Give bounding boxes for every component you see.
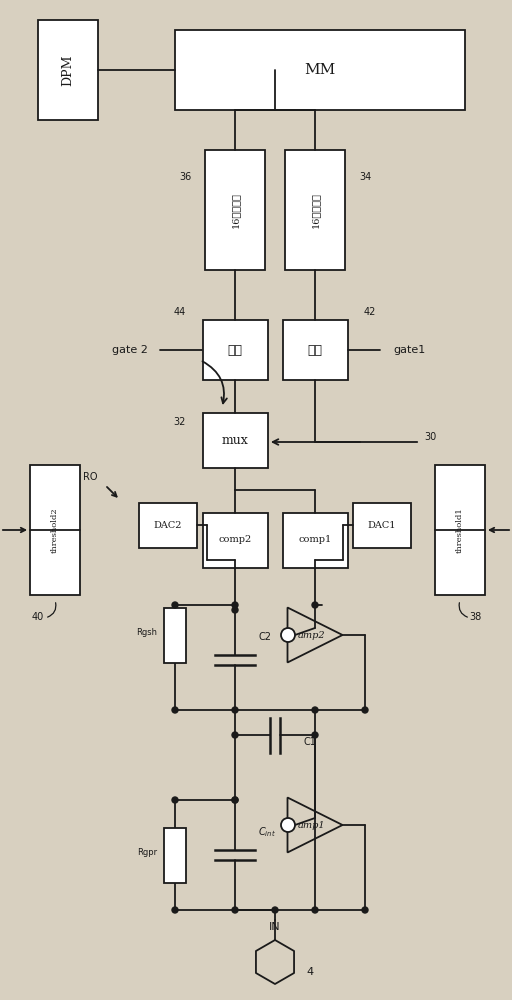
FancyBboxPatch shape — [205, 150, 265, 270]
Text: Rgpr: Rgpr — [137, 848, 157, 857]
Circle shape — [281, 818, 295, 832]
Circle shape — [172, 602, 178, 608]
Text: threshold2: threshold2 — [51, 507, 59, 553]
Bar — [164, 828, 186, 882]
Text: C1: C1 — [304, 737, 316, 747]
Bar — [164, 607, 186, 662]
Text: $C_{int}$: $C_{int}$ — [258, 825, 276, 839]
Text: 16位计数器: 16位计数器 — [310, 192, 319, 228]
Text: threshold1: threshold1 — [456, 507, 464, 553]
Text: amp2: amp2 — [297, 631, 325, 640]
Text: DAC2: DAC2 — [154, 520, 182, 530]
FancyBboxPatch shape — [283, 320, 348, 380]
Text: comp1: comp1 — [298, 536, 332, 544]
Text: mux: mux — [222, 434, 248, 446]
FancyBboxPatch shape — [175, 30, 465, 110]
Circle shape — [232, 797, 238, 803]
Circle shape — [232, 907, 238, 913]
FancyBboxPatch shape — [30, 465, 80, 595]
Text: Rgsh: Rgsh — [137, 628, 158, 637]
Text: 30: 30 — [424, 432, 436, 442]
Text: gate 2: gate 2 — [112, 345, 148, 355]
Text: amp1: amp1 — [297, 820, 325, 830]
Circle shape — [312, 907, 318, 913]
Circle shape — [232, 707, 238, 713]
Text: IN: IN — [269, 922, 281, 932]
Text: 16位计数器: 16位计数器 — [230, 192, 240, 228]
Text: 34: 34 — [359, 172, 371, 182]
Circle shape — [172, 907, 178, 913]
FancyBboxPatch shape — [139, 502, 197, 548]
Circle shape — [272, 907, 278, 913]
Circle shape — [312, 707, 318, 713]
Text: DAC1: DAC1 — [368, 520, 396, 530]
FancyBboxPatch shape — [283, 512, 348, 568]
Text: 42: 42 — [364, 307, 376, 317]
Text: DPM: DPM — [61, 54, 75, 86]
Circle shape — [232, 602, 238, 608]
FancyBboxPatch shape — [203, 320, 267, 380]
Circle shape — [232, 732, 238, 738]
Text: 选通: 选通 — [227, 344, 243, 357]
Circle shape — [281, 628, 295, 642]
Text: gate1: gate1 — [394, 345, 426, 355]
Text: RO: RO — [83, 472, 97, 482]
Text: 选通: 选通 — [308, 344, 323, 357]
Circle shape — [362, 707, 368, 713]
FancyBboxPatch shape — [435, 465, 485, 595]
Circle shape — [312, 602, 318, 608]
Text: 32: 32 — [174, 417, 186, 427]
Circle shape — [362, 907, 368, 913]
Text: 44: 44 — [174, 307, 186, 317]
Text: MM: MM — [304, 63, 336, 77]
Text: 38: 38 — [469, 612, 481, 622]
FancyBboxPatch shape — [38, 20, 98, 120]
FancyBboxPatch shape — [203, 412, 267, 468]
Text: comp2: comp2 — [219, 536, 251, 544]
Circle shape — [232, 797, 238, 803]
Text: C2: C2 — [259, 632, 271, 642]
FancyBboxPatch shape — [203, 512, 267, 568]
Circle shape — [312, 732, 318, 738]
Text: 36: 36 — [179, 172, 191, 182]
Text: 40: 40 — [32, 612, 44, 622]
Text: 4: 4 — [307, 967, 313, 977]
Circle shape — [172, 707, 178, 713]
FancyBboxPatch shape — [285, 150, 345, 270]
Circle shape — [232, 607, 238, 613]
FancyBboxPatch shape — [353, 502, 411, 548]
Circle shape — [172, 797, 178, 803]
